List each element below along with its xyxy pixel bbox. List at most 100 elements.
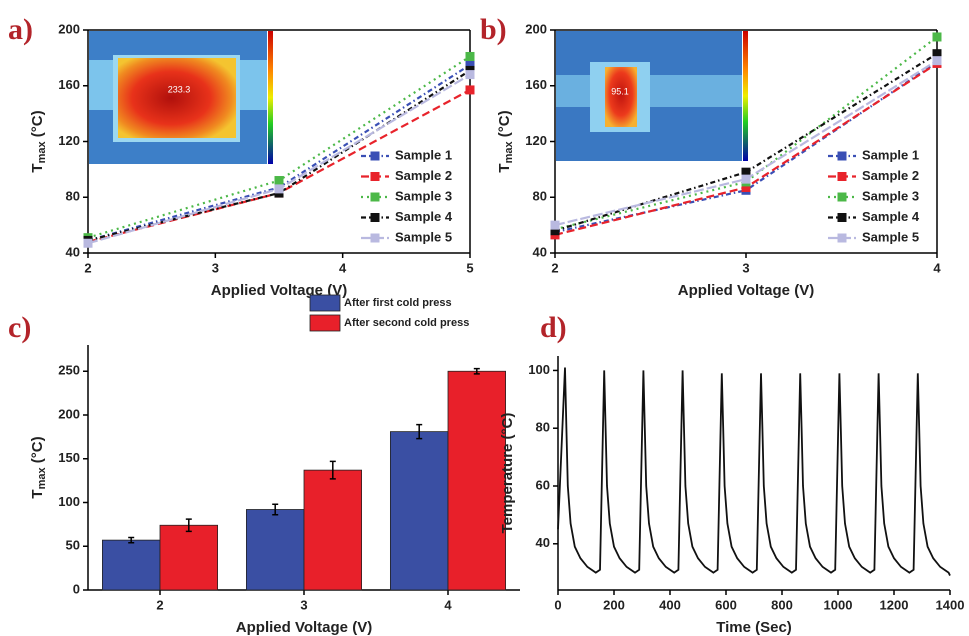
x-tick-label: 5: [466, 260, 473, 275]
marker: [466, 70, 475, 79]
y-tick-label: 150: [58, 450, 80, 465]
legend-label: After second cold press: [344, 317, 469, 329]
legend-marker: [838, 172, 847, 181]
y-tick-label: 200: [525, 21, 547, 36]
x-tick-label: 2: [156, 597, 163, 612]
x-tick-label: 4: [444, 597, 452, 612]
y-tick-label: 120: [58, 133, 80, 148]
panel-label: d): [540, 311, 567, 344]
legend-label: After first cold press: [344, 297, 452, 309]
bar: [160, 525, 218, 590]
y-axis-title-unit: (°C): [29, 110, 46, 141]
legend-swatch: [310, 295, 340, 311]
x-tick-label: 400: [659, 597, 681, 612]
legend-marker: [371, 152, 380, 161]
x-tick-label: 1200: [880, 597, 909, 612]
x-tick-label: 3: [212, 260, 219, 275]
x-tick-label: 2: [551, 260, 558, 275]
x-tick-label: 4: [933, 260, 941, 275]
legend-label: Sample 4: [395, 209, 453, 224]
legend-marker: [371, 234, 380, 243]
bar: [448, 371, 506, 590]
x-tick-label: 600: [715, 597, 737, 612]
x-tick-label: 3: [742, 260, 749, 275]
marker: [275, 176, 284, 185]
bar: [246, 510, 304, 591]
legend-label: Sample 5: [395, 229, 452, 244]
legend-marker: [838, 234, 847, 243]
legend-label: Sample 2: [395, 168, 452, 183]
legend-label: Sample 3: [862, 188, 919, 203]
bar: [102, 540, 160, 590]
legend-label: Sample 2: [862, 168, 919, 183]
y-tick-label: 250: [58, 363, 80, 378]
x-axis-title: Applied Voltage (V): [236, 619, 372, 636]
inset-a: [89, 31, 285, 164]
y-tick-label: 200: [58, 406, 80, 421]
legend-label: Sample 1: [862, 147, 919, 162]
y-tick-label: 120: [525, 133, 547, 148]
legend-marker: [371, 213, 380, 222]
x-axis-title: Time (Sec): [716, 619, 792, 636]
legend-marker: [838, 213, 847, 222]
y-tick-label: 0: [73, 581, 80, 596]
marker: [742, 175, 751, 184]
legend-label: Sample 3: [395, 188, 452, 203]
y-tick-label: 40: [536, 535, 550, 550]
legend-label: Sample 4: [862, 209, 920, 224]
y-axis-title-main: T: [496, 163, 513, 172]
bar: [304, 470, 362, 590]
legend-marker: [371, 172, 380, 181]
y-axis-title: Tmax (°C): [29, 436, 48, 498]
y-axis-title-unit: (°C): [29, 436, 46, 467]
x-tick-label: 2: [84, 260, 91, 275]
x-tick-label: 4: [339, 260, 347, 275]
y-tick-label: 160: [525, 77, 547, 92]
y-tick-label: 50: [66, 538, 80, 553]
marker: [466, 85, 475, 94]
y-axis-title: Tmax (°C): [29, 110, 48, 172]
y-axis-title-main: T: [29, 163, 46, 172]
inset-b: [556, 31, 748, 161]
y-tick-label: 40: [533, 244, 547, 259]
inset-label: 233.3: [168, 84, 191, 94]
y-tick-label: 80: [533, 189, 547, 204]
y-axis-title-main: T: [29, 489, 46, 498]
marker: [933, 56, 942, 65]
x-tick-label: 800: [771, 597, 793, 612]
marker: [84, 239, 93, 248]
x-tick-label: 200: [603, 597, 625, 612]
x-tick-label: 1000: [824, 597, 853, 612]
y-axis-title-sub: max: [36, 141, 48, 164]
x-axis-title: Applied Voltage (V): [678, 282, 814, 299]
legend-marker: [838, 152, 847, 161]
legend-marker: [838, 193, 847, 202]
y-axis-title: Tmax (°C): [496, 110, 515, 172]
legend-swatch: [310, 315, 340, 331]
x-tick-label: 1400: [936, 597, 965, 612]
y-tick-label: 200: [58, 21, 80, 36]
legend-label: Sample 1: [395, 147, 452, 162]
y-tick-label: 40: [66, 244, 80, 259]
x-tick-label: 3: [300, 597, 307, 612]
y-axis-title-unit: (°C): [496, 110, 513, 141]
y-tick-label: 100: [528, 362, 550, 377]
figure: a)40801201602002345Applied Voltage (V)Tm…: [0, 0, 969, 636]
y-axis-title-sub: max: [36, 467, 48, 490]
marker: [466, 52, 475, 61]
y-axis-title-sub: max: [503, 141, 515, 164]
legend-label: Sample 5: [862, 229, 919, 244]
inset-label: 95.1: [611, 86, 629, 96]
y-axis-title: Temperature (°C): [499, 413, 516, 534]
line: [558, 368, 950, 576]
panel-label: c): [8, 311, 31, 344]
y-tick-label: 80: [66, 189, 80, 204]
panel-label: a): [8, 13, 33, 46]
y-tick-label: 160: [58, 77, 80, 92]
bar: [390, 432, 448, 590]
legend-marker: [371, 193, 380, 202]
y-tick-label: 80: [536, 420, 550, 435]
marker: [551, 221, 560, 230]
marker: [933, 32, 942, 41]
marker: [275, 184, 284, 193]
